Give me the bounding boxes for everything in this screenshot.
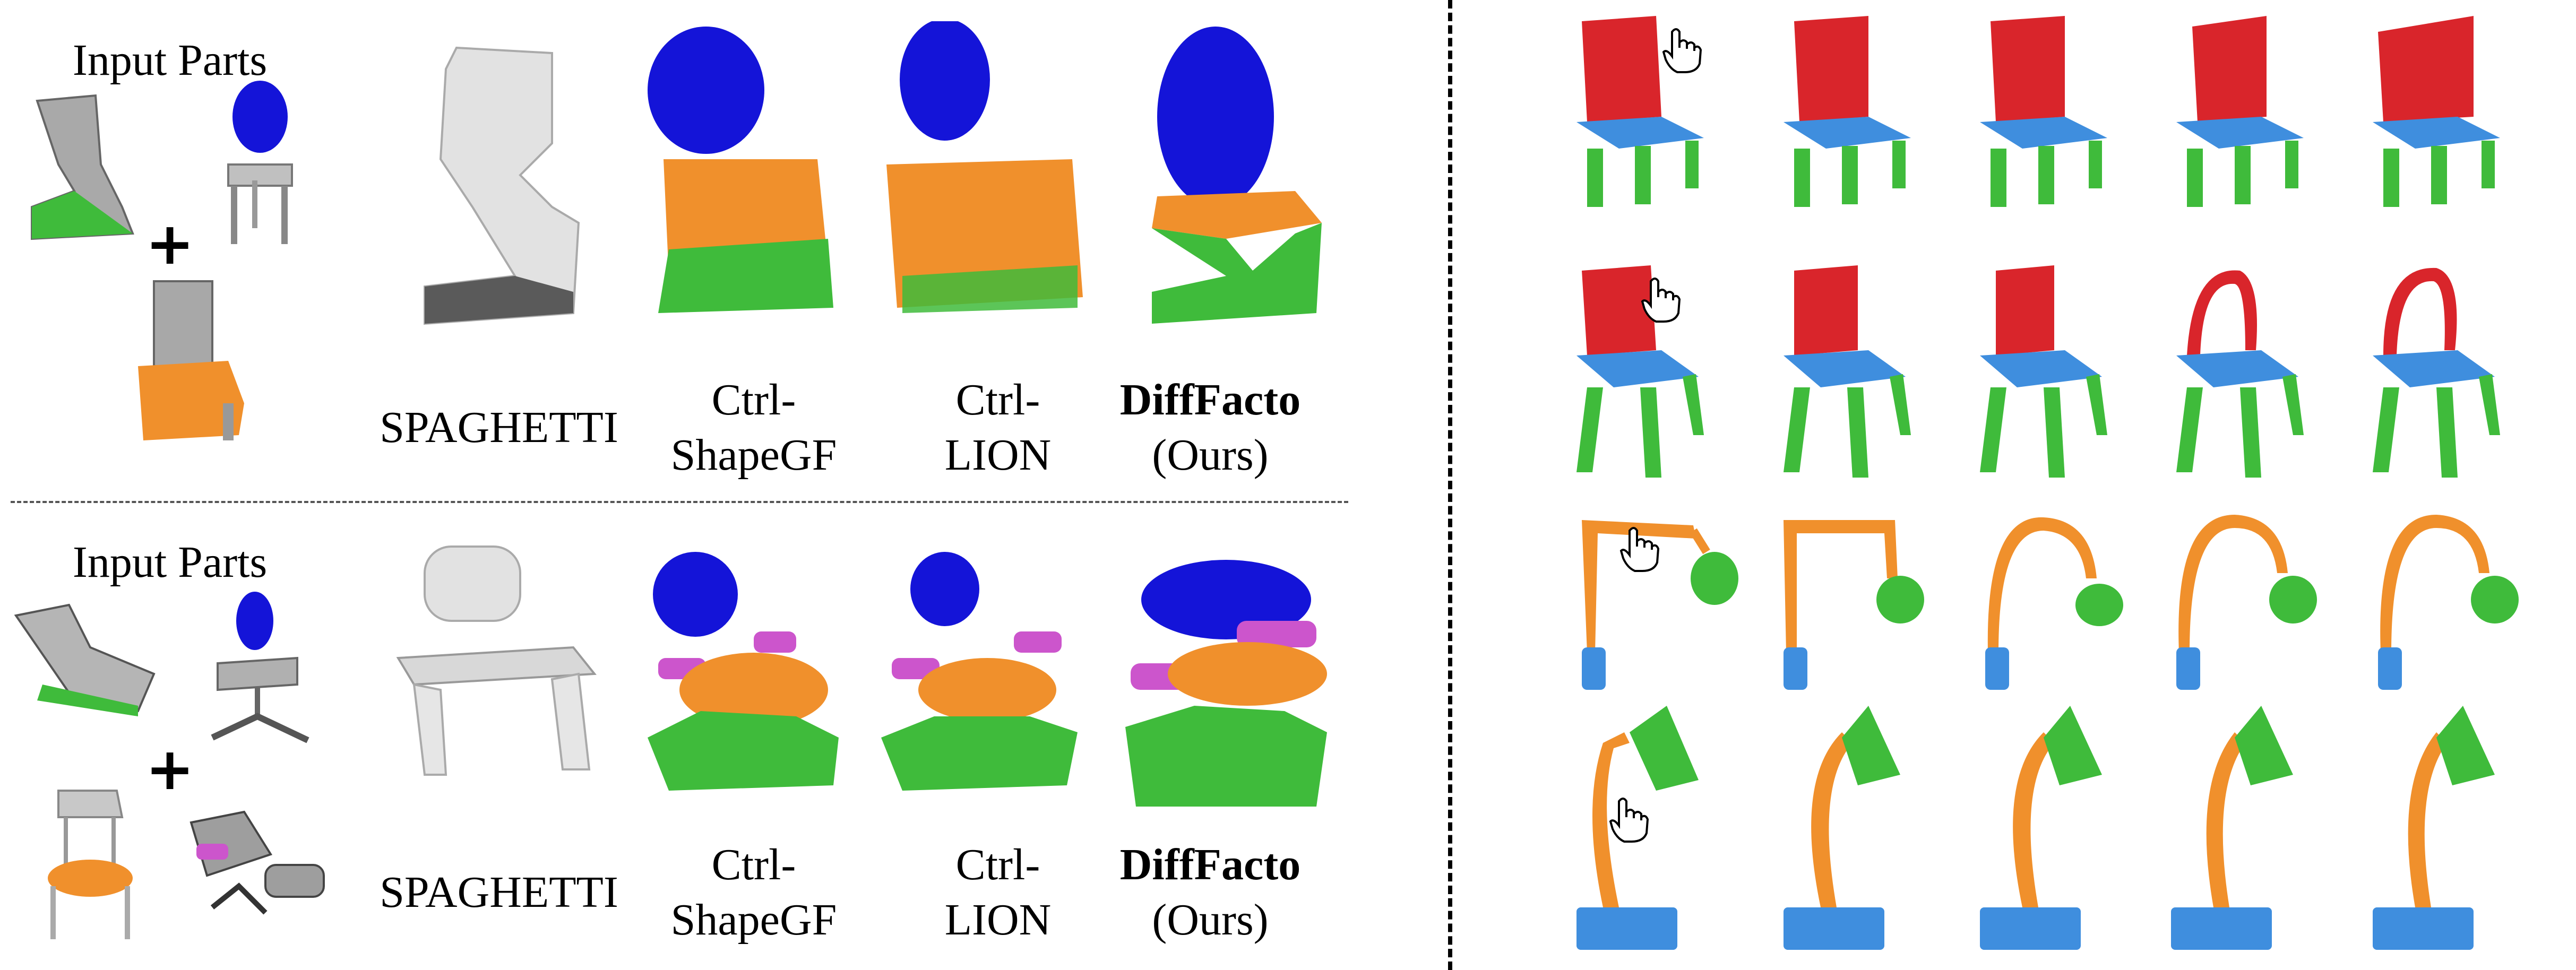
difffacto-result-1 xyxy=(1152,27,1322,324)
lamp-interp-r3-c1 xyxy=(1582,520,1738,690)
method-label-ctrl-shapegf-line2: ShapeGF xyxy=(670,430,837,480)
method-label-ctrl-lion-line2: LION xyxy=(944,895,1052,945)
ctrl-lion-result-2 xyxy=(881,552,1078,791)
input-part-loungechair xyxy=(14,603,156,716)
chair-interp-r2-c5 xyxy=(2373,267,2500,478)
chair-interp-r2-c4 xyxy=(2176,270,2304,478)
input-parts-label: Input Parts xyxy=(72,538,268,587)
panel-divider xyxy=(1448,0,1452,970)
chair-interp-r1-c1 xyxy=(1576,16,1704,207)
method-label-difffacto-line2: (Ours) xyxy=(1152,895,1269,945)
plus-sign: + xyxy=(145,735,195,803)
difffacto-result-2 xyxy=(1125,560,1327,807)
input-parts-label: Input Parts xyxy=(72,36,268,85)
hand-cursor-icon xyxy=(1641,278,1681,323)
comparison-panel: Input Parts + SPAGHETTI Ctrl- ShapeGF Ct… xyxy=(11,21,1348,945)
lamp-interp-r3-c2 xyxy=(1784,520,1924,690)
spaghetti-result-1 xyxy=(424,46,580,325)
chair-interp-r1-c3 xyxy=(1980,16,2107,207)
lamp-interp-r3-c3 xyxy=(1985,517,2123,690)
interpolation-grid xyxy=(1529,0,2576,970)
input-part-eameschair xyxy=(189,810,325,915)
method-label-ctrl-lion-line1: Ctrl- xyxy=(955,375,1040,425)
method-label-ctrl-shapegf-line2: ShapeGF xyxy=(670,895,837,945)
method-label-ctrl-lion-line1: Ctrl- xyxy=(955,840,1040,889)
row-divider xyxy=(11,501,1348,503)
method-label-ctrl-shapegf-line1: Ctrl- xyxy=(711,840,796,889)
chair-interp-r1-c2 xyxy=(1784,16,1911,207)
method-label-ctrl-shapegf-line1: Ctrl- xyxy=(711,375,796,425)
method-label-spaghetti: SPAGHETTI xyxy=(380,403,618,452)
chair-interp-r1-c5 xyxy=(2373,16,2500,207)
method-label-difffacto-line1: DiffFacto xyxy=(1119,375,1301,425)
ctrl-shapegf-result-2 xyxy=(648,552,839,791)
ctrl-lion-result-1 xyxy=(886,21,1083,313)
hand-cursor-icon xyxy=(1619,527,1660,572)
chair-interp-r2-c1 xyxy=(1576,265,1704,478)
lamp-interp-r4-c2 xyxy=(1784,706,1900,950)
method-label-difffacto-line2: (Ours) xyxy=(1152,430,1269,480)
hand-cursor-icon xyxy=(1662,28,1702,73)
chair-interp-r1-c4 xyxy=(2176,16,2304,207)
method-label-ctrl-lion-line2: LION xyxy=(944,430,1052,480)
spaghetti-result-2 xyxy=(396,545,597,776)
input-part-officechair xyxy=(211,592,309,743)
plus-sign: + xyxy=(145,210,195,278)
lamp-interp-r4-c5 xyxy=(2373,706,2495,950)
hand-cursor-icon xyxy=(1609,798,1649,843)
method-label-difffacto-line1: DiffFacto xyxy=(1119,840,1301,889)
input-part-boxchair xyxy=(138,280,244,440)
lamp-interp-r3-c5 xyxy=(2378,515,2519,690)
lamp-interp-r4-c1 xyxy=(1576,706,1699,950)
chair-interp-r2-c3 xyxy=(1980,265,2107,478)
input-part-ovalchair xyxy=(227,81,293,244)
chair-interp-r2-c2 xyxy=(1784,265,1911,478)
input-part-zchair xyxy=(31,94,134,240)
ctrl-shapegf-result-1 xyxy=(648,27,833,313)
lamp-interp-r3-c4 xyxy=(2176,515,2317,690)
input-part-woodchair xyxy=(48,790,133,939)
method-label-spaghetti: SPAGHETTI xyxy=(380,868,618,917)
lamp-interp-r4-c4 xyxy=(2171,706,2293,950)
lamp-interp-r4-c3 xyxy=(1980,706,2102,950)
